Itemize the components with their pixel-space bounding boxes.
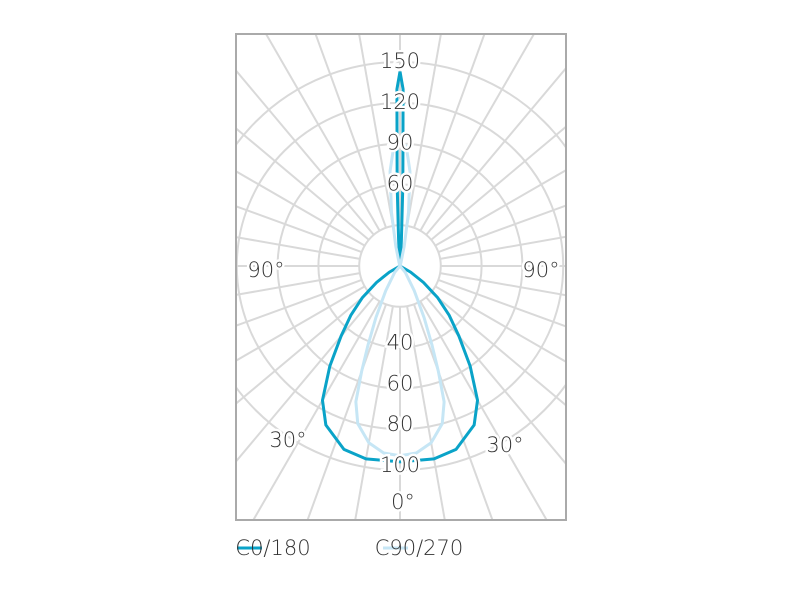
spoke xyxy=(440,235,566,260)
r-tick-label: 60 xyxy=(387,171,414,195)
r-tick-label: 40 xyxy=(387,331,414,355)
spoke xyxy=(236,272,360,296)
frame xyxy=(235,33,567,521)
grid-ring xyxy=(317,183,483,267)
spoke xyxy=(236,68,375,236)
angle-label: 90° xyxy=(247,258,284,282)
labels: 90° 90° 30° 30° 0° 60 90 120 150 40 60 80 100 xyxy=(245,47,562,517)
spoke xyxy=(236,296,375,464)
polar-grid xyxy=(236,34,566,520)
spoke xyxy=(419,300,548,520)
spoke xyxy=(358,34,394,226)
spoke xyxy=(252,300,381,520)
r-tick-label: 60 xyxy=(387,371,414,395)
angle-label: 90° xyxy=(522,258,559,282)
r-tick-label: 120 xyxy=(380,90,420,114)
angle-label: 30° xyxy=(486,433,523,457)
series-line xyxy=(398,139,412,267)
spoke xyxy=(425,66,566,236)
series-line xyxy=(398,265,446,458)
spoke xyxy=(236,291,370,405)
grid-ring xyxy=(276,142,524,267)
legend: C0/180 C90/270 xyxy=(235,536,463,560)
spoke xyxy=(413,303,494,520)
grid-ring xyxy=(236,101,565,267)
series-line xyxy=(388,139,402,267)
legend-label: C90/270 xyxy=(375,536,464,560)
legend-label: C0/180 xyxy=(235,536,310,560)
grid-ring xyxy=(236,382,566,471)
angle-label: 0° xyxy=(391,490,415,514)
spoke xyxy=(264,34,381,232)
spoke xyxy=(236,127,370,241)
r-tick-label: 100 xyxy=(380,453,420,477)
spoke xyxy=(236,205,363,253)
curves xyxy=(320,71,480,464)
spoke xyxy=(236,285,366,362)
spoke xyxy=(406,34,442,226)
spoke xyxy=(434,169,566,247)
series-line xyxy=(354,265,402,458)
spoke xyxy=(419,34,536,232)
r-tick-label: 90 xyxy=(387,131,414,155)
spoke xyxy=(440,272,566,297)
spoke xyxy=(236,236,360,260)
spoke xyxy=(430,125,566,241)
grid-ring xyxy=(236,265,565,431)
spoke xyxy=(413,34,486,229)
angle-label: 30° xyxy=(269,428,306,452)
grid-ring xyxy=(276,265,524,390)
grid-ring xyxy=(236,61,566,150)
series-line xyxy=(320,264,401,464)
spoke xyxy=(236,279,363,327)
r-tick-label: 80 xyxy=(387,412,414,436)
spoke xyxy=(425,296,566,466)
spoke xyxy=(236,170,366,247)
spoke xyxy=(306,303,387,520)
spoke xyxy=(314,34,387,229)
spoke xyxy=(437,279,566,328)
grid-ring xyxy=(317,265,483,349)
spoke xyxy=(437,204,566,253)
spoke xyxy=(430,291,566,407)
series-line xyxy=(399,264,480,464)
r-tick-label: 150 xyxy=(380,49,420,73)
spoke xyxy=(434,285,566,363)
